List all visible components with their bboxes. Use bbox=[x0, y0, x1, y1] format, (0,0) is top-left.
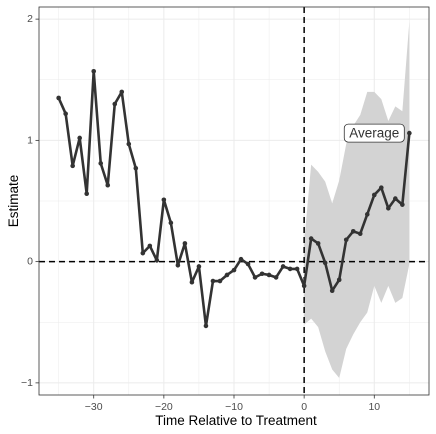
y-tick-label: −1 bbox=[21, 377, 33, 389]
data-point bbox=[364, 212, 370, 217]
data-point bbox=[217, 278, 223, 284]
data-point bbox=[343, 237, 349, 243]
y-axis-title: Estimate bbox=[6, 175, 21, 228]
data-point bbox=[140, 250, 146, 256]
data-point bbox=[224, 272, 230, 278]
data-point bbox=[63, 111, 68, 116]
data-point bbox=[371, 192, 377, 198]
data-point bbox=[245, 261, 251, 267]
data-point bbox=[393, 196, 398, 201]
data-point bbox=[98, 161, 104, 166]
data-point bbox=[379, 185, 384, 190]
data-point bbox=[112, 101, 118, 107]
annotation-label-box bbox=[343, 123, 405, 143]
data-point bbox=[182, 241, 188, 246]
x-tick-label: −30 bbox=[85, 401, 103, 413]
data-point bbox=[273, 275, 279, 280]
data-point bbox=[56, 95, 61, 101]
reference-lines bbox=[39, 7, 429, 395]
y-tick-label: 1 bbox=[27, 134, 33, 146]
data-point bbox=[196, 264, 202, 269]
data-point bbox=[91, 68, 97, 74]
y-tick-label: 2 bbox=[27, 13, 33, 25]
data-point bbox=[77, 135, 82, 141]
data-point bbox=[119, 89, 125, 95]
data-point bbox=[322, 260, 328, 266]
x-tick-label: −20 bbox=[155, 401, 173, 413]
data-point bbox=[161, 197, 167, 203]
data-point bbox=[231, 267, 237, 273]
data-point bbox=[105, 182, 111, 188]
data-point bbox=[210, 278, 216, 284]
data-point bbox=[266, 272, 272, 278]
data-point bbox=[70, 163, 75, 169]
data-point bbox=[350, 229, 356, 234]
data-point bbox=[238, 256, 244, 262]
data-point bbox=[315, 241, 321, 246]
data-point bbox=[301, 283, 307, 289]
x-axis-title: Time Relative to Treatment bbox=[155, 413, 317, 428]
data-point bbox=[175, 262, 181, 268]
data-point bbox=[336, 277, 342, 283]
data-point bbox=[147, 243, 153, 249]
data-point bbox=[357, 231, 363, 237]
data-point bbox=[154, 258, 160, 263]
y-tick-label: 0 bbox=[27, 256, 33, 268]
data-point bbox=[329, 288, 335, 294]
data-point bbox=[259, 271, 265, 277]
data-point bbox=[126, 141, 132, 147]
x-tick-label: 10 bbox=[368, 401, 380, 413]
data-point bbox=[287, 266, 293, 272]
data-point bbox=[189, 279, 195, 285]
x-tick-label: 0 bbox=[301, 401, 307, 413]
data-point bbox=[407, 130, 412, 136]
data-point bbox=[294, 266, 300, 272]
annotation-label: Average bbox=[349, 126, 399, 141]
data-point bbox=[84, 191, 89, 197]
data-point bbox=[386, 205, 391, 211]
data-point bbox=[133, 165, 139, 171]
data-point bbox=[400, 202, 405, 207]
series-layer bbox=[56, 68, 412, 329]
data-point bbox=[280, 264, 286, 269]
x-tick-label: −10 bbox=[225, 401, 243, 413]
data-point bbox=[203, 323, 209, 329]
data-point bbox=[168, 220, 174, 226]
data-point bbox=[308, 236, 314, 241]
annotation: Average bbox=[343, 123, 405, 143]
data-point bbox=[252, 275, 258, 280]
